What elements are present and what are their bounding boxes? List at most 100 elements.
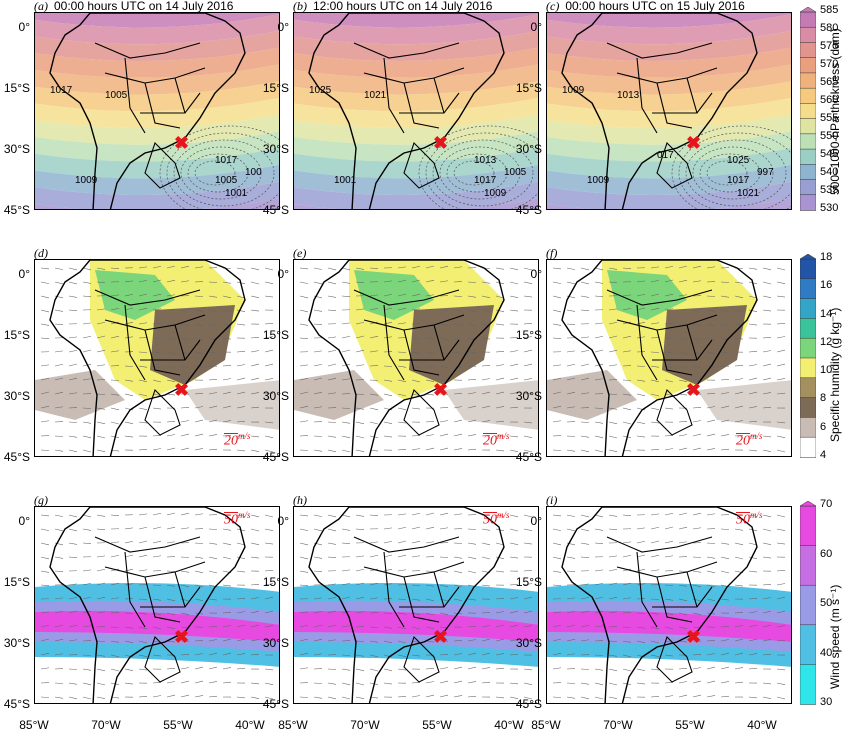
panel-title-1-2: (f) [546,246,563,261]
colorbar-tick-label: 575 [820,40,839,52]
panel-title-1-1: (e) [293,246,312,261]
latitude-tick-label: 30°S [3,389,30,403]
contour-label: 100 [245,167,262,178]
colorbar-1 [800,254,816,458]
location-marker-icon: ✖ [174,627,190,647]
panel-label: (a) [34,0,48,13]
panel-label: (c) [546,0,560,13]
colorbar-tick-label: 40 [820,646,833,659]
colorbar-tick-label: 50 [820,597,833,609]
panel-title-2-0: (g) [34,493,54,508]
colorbar-tick-label: 535 [820,184,839,196]
panel-caption: 12:00 hours UTC on 14 July 2016 [313,0,493,13]
contour-label: 1009 [484,188,507,199]
colorbar-tick-label: 570 [820,58,839,70]
map-canvas: 1021 1025 1013 1017 1009 1001 1005 [294,13,538,209]
map-canvas: 1005 1017 1017 1005 1001 1009 100 [35,13,279,209]
map-canvas [35,260,279,456]
longitude-tick-label: 40°W [747,718,777,732]
wind-scale-label: 50m/s [736,510,763,529]
location-marker-icon: ✖ [433,627,449,647]
longitude-tick-label: 70°W [350,718,380,732]
scale-value: 50 [224,512,238,528]
latitude-tick-label: 45°S [3,203,30,217]
colorbar-tick-label: 70 [820,498,833,510]
latitude-tick-label: 0° [277,20,289,34]
contour-label: 1013 [474,155,497,166]
latitude-tick-label: 15°S [3,81,30,95]
longitude-tick-label: 85°W [19,718,49,732]
location-marker-icon: ✖ [686,380,702,400]
latitude-tick-label: 45°S [3,697,30,711]
latitude-tick-label: 0° [18,267,30,281]
contour-label: 1025 [309,85,332,96]
contour-label: 1001 [225,188,248,199]
map-panel-h [293,506,539,704]
latitude-tick-label: 15°S [515,575,542,589]
scale-value: 20 [224,433,238,449]
contour-label: 1017 [474,175,497,186]
map-canvas [294,507,538,703]
latitude-tick-label: 30°S [262,636,289,650]
panel-label: (e) [293,246,307,260]
map-panel-b: 1021 1025 1013 1017 1009 1001 1005 [293,12,539,210]
map-panel-f [546,259,792,457]
location-marker-icon: ✖ [433,133,449,153]
longitude-tick-label: 85°W [531,718,561,732]
colorbar-tick-label: 10 [820,364,833,377]
scale-value: 20 [736,433,750,449]
map-canvas: 1013 1009 1025 1017 1021 1009 997 017 [547,13,791,209]
location-marker-icon: ✖ [174,380,190,400]
longitude-tick-label: 40°W [494,718,524,732]
colorbar-tick-label: 550 [820,130,839,142]
scale-unit: m/s [750,510,763,520]
contour-label: 1017 [727,175,750,186]
map-panel-e [293,259,539,457]
contour-label: 997 [757,167,774,178]
scale-unit: m/s [238,510,251,520]
colorbar-tick-label: 545 [820,148,839,160]
contour-label: 1017 [215,155,238,166]
latitude-tick-label: 0° [530,514,542,528]
scale-unit: m/s [238,431,251,441]
longitude-tick-label: 70°W [91,718,121,732]
panel-label: (h) [293,493,307,507]
longitude-tick-label: 40°W [235,718,265,732]
wind-scale-label: 20m/s [224,431,251,450]
colorbar-tick-label: 8 [820,392,827,405]
map-panel-a: 1005 1017 1017 1005 1001 1009 100 [34,12,280,210]
latitude-tick-label: 15°S [3,575,30,589]
panel-caption: 00:00 hours UTC on 14 July 2016 [54,0,234,13]
latitude-tick-label: 45°S [515,203,542,217]
latitude-tick-label: 0° [530,267,542,281]
latitude-tick-label: 0° [277,514,289,528]
colorbar-tick-label: 16 [820,279,833,292]
colorbar-title: Wind speed (m s⁻¹) [828,584,842,689]
latitude-tick-label: 30°S [515,142,542,156]
wind-scale-label: 50m/s [483,510,510,529]
contour-label: 1005 [215,175,238,186]
panel-label: (g) [34,493,48,507]
latitude-tick-label: 0° [277,267,289,281]
scale-unit: m/s [497,431,510,441]
map-canvas [547,507,791,703]
colorbar-tick-label: 6 [820,420,827,433]
latitude-tick-label: 15°S [515,328,542,342]
panel-title-0-2: (c) 00:00 hours UTC on 15 July 2016 [546,0,745,14]
colorbar-title: 500–1000-hPa thickness (dam) [828,28,842,195]
location-marker-icon: ✖ [686,627,702,647]
colorbar-tick-label: 580 [820,22,839,34]
contour-label: 1009 [75,175,98,186]
location-marker-icon: ✖ [686,133,702,153]
map-panel-i [546,506,792,704]
contour-label: 1001 [334,175,357,186]
latitude-tick-label: 30°S [3,636,30,650]
contour-label: 1017 [50,85,73,96]
latitude-tick-label: 15°S [3,328,30,342]
wind-scale-label: 50m/s [224,510,251,529]
colorbar-tick-label: 585 [820,4,839,16]
wind-scale-label: 20m/s [736,431,763,450]
contour-label: 1021 [364,90,387,101]
colorbar-title: Specific humidity (g kg⁻¹) [828,307,842,442]
